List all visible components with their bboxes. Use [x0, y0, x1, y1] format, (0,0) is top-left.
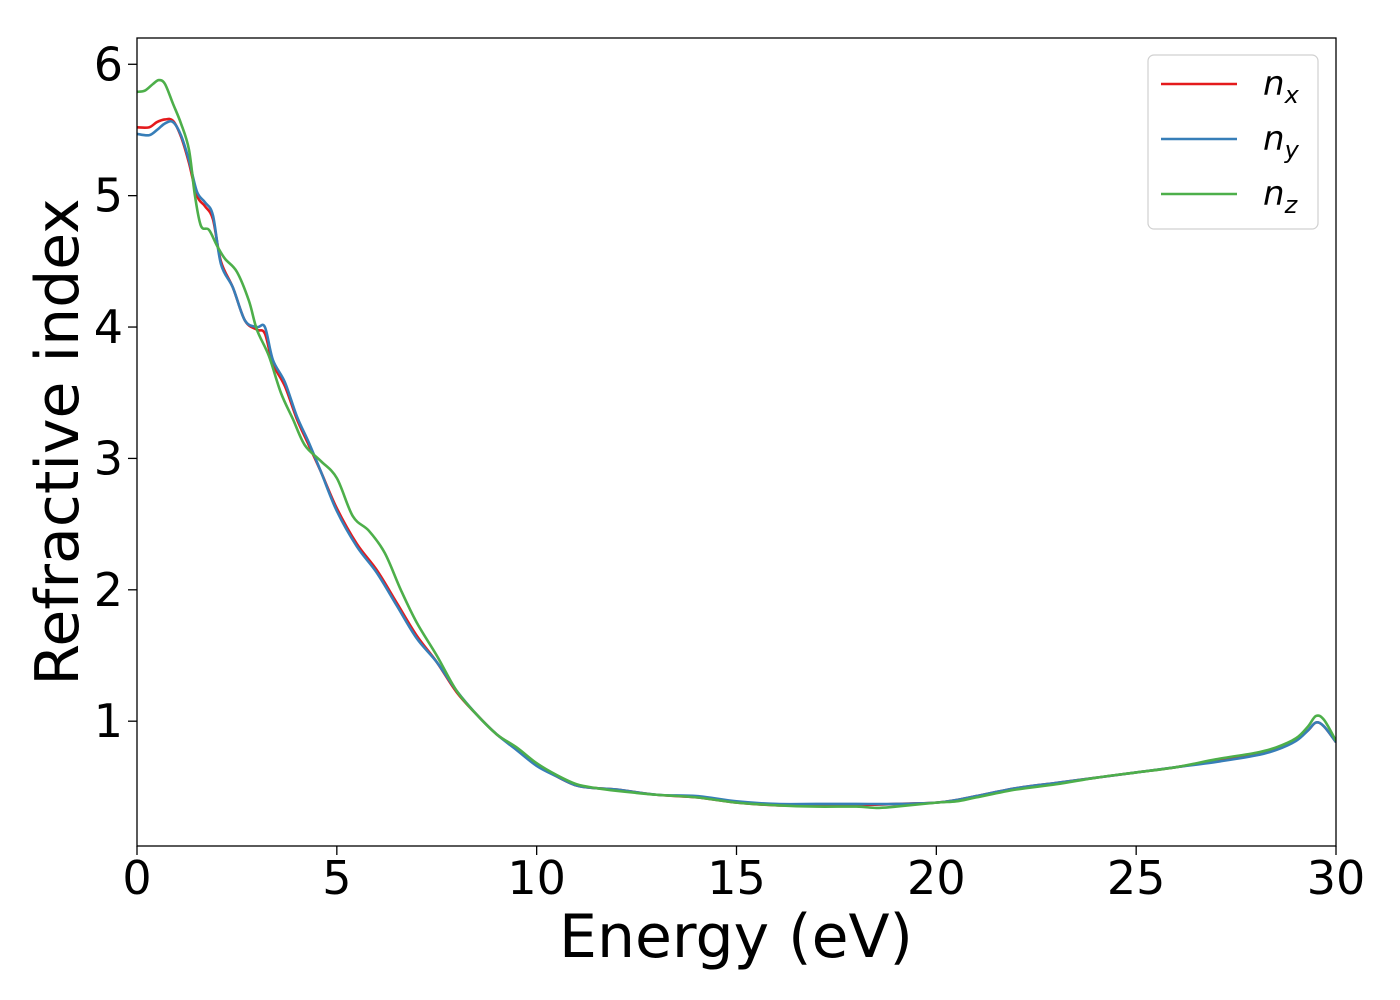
y-axis: 1 2 3 4 5 6	[94, 37, 137, 748]
x-tick-label: 25	[1107, 851, 1166, 905]
x-tick-label: 0	[122, 851, 151, 905]
y-tick-label: 4	[94, 300, 123, 354]
legend-label-subscript: y	[1284, 136, 1300, 164]
x-tick-label: 30	[1307, 851, 1366, 905]
legend-label-main: n	[1263, 119, 1285, 159]
legend-label-nx: nx	[1263, 64, 1300, 109]
y-tick-label: 3	[94, 431, 123, 485]
legend-label-subscript: x	[1284, 81, 1300, 109]
y-tick-label: 1	[94, 694, 123, 748]
x-tick-label: 5	[322, 851, 351, 905]
x-tick-label: 10	[507, 851, 566, 905]
legend-label-nz: nz	[1263, 174, 1299, 219]
y-tick-label: 6	[94, 37, 123, 91]
x-axis: 0 5 10 15 20 25 30	[122, 846, 1365, 905]
legend-label-subscript: z	[1284, 191, 1299, 219]
y-axis-title: Refractive index	[23, 198, 93, 685]
series-layer	[137, 78, 1336, 810]
legend-label-main: n	[1263, 174, 1285, 214]
x-tick-label: 15	[707, 851, 766, 905]
y-tick-label: 2	[94, 563, 123, 617]
x-tick-label: 20	[907, 851, 966, 905]
series-line-nz	[137, 78, 1336, 810]
legend-label-ny: ny	[1263, 119, 1300, 164]
x-axis-title: Energy (eV)	[559, 902, 913, 972]
legend-frame	[1147, 54, 1319, 230]
legend-label-main: n	[1263, 64, 1285, 104]
y-tick-label: 5	[94, 169, 123, 223]
